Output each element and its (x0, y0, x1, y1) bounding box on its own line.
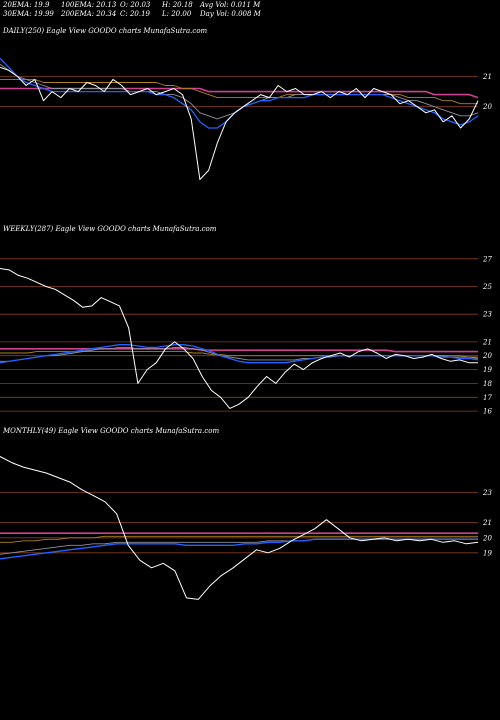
price-line (0, 268, 478, 409)
y-tick-label: 19 (483, 549, 492, 557)
low-readout: L: 20.00 (162, 10, 192, 18)
price-line (0, 66, 479, 180)
weekly-panel-title: WEEKLY(287) Eagle View GOODO charts Muna… (3, 225, 217, 233)
price-line (0, 456, 479, 600)
ema200-line (0, 87, 479, 99)
y-tick-label: 23 (482, 489, 492, 497)
y-tick-label: 17 (483, 394, 492, 402)
day-volume-readout: Day Vol: 0.008 M (200, 10, 261, 18)
daily-panel-title: DAILY(250) Eagle View GOODO charts Munaf… (3, 27, 208, 35)
y-tick-label: 18 (483, 380, 492, 388)
y-tick-label: 23 (482, 311, 492, 319)
ema200-readout: 200EMA: 20.34 (61, 10, 117, 18)
ema20-readout: 20EMA: 19.9 (3, 1, 50, 9)
daily-panel: 21 20 (0, 57, 492, 180)
weekly-panel: 27 25 23 21 20 19 18 17 16 (0, 255, 492, 416)
y-tick-label: 27 (482, 255, 492, 263)
y-tick-label: 19 (483, 366, 492, 374)
monthly-panel: 23 21 20 19 (0, 456, 492, 600)
y-tick-label: 20 (482, 534, 492, 542)
y-tick-label: 20 (482, 103, 492, 111)
monthly-panel-title: MONTHLY(49) Eagle View GOODO charts Muna… (3, 427, 220, 435)
ema20-line (0, 57, 479, 129)
ema20-line (0, 538, 478, 560)
ema200-line (0, 347, 478, 353)
ema20-line (0, 344, 479, 364)
y-tick-label: 21 (482, 338, 492, 346)
y-tick-label: 25 (482, 283, 492, 291)
open-readout: O: 20.03 (120, 1, 151, 9)
y-tick-label: 20 (482, 352, 492, 360)
ema30-line (0, 538, 478, 555)
high-readout: H: 20.18 (162, 1, 193, 9)
avg-volume-readout: Avg Vol: 0.011 M (200, 1, 261, 9)
ema30-readout: 30EMA: 19.99 (3, 10, 54, 18)
y-tick-label: 21 (482, 73, 492, 81)
y-tick-label: 16 (483, 408, 492, 416)
ema100-line (0, 535, 478, 543)
y-tick-label: 21 (482, 519, 492, 527)
ema100-readout: 100EMA: 20.13 (61, 1, 117, 9)
ema100-line (0, 78, 478, 105)
close-readout: C: 20.19 (120, 10, 150, 18)
